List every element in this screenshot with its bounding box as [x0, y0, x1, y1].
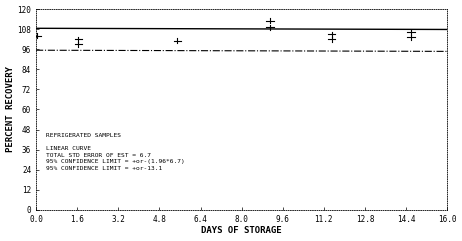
Y-axis label: PERCENT RECOVERY: PERCENT RECOVERY	[6, 67, 15, 152]
Text: REFRIGERATED SAMPLES

LINEAR CURVE
TOTAL STD ERROR OF EST = 6.7
95% CONFIDENCE L: REFRIGERATED SAMPLES LINEAR CURVE TOTAL …	[46, 133, 185, 171]
X-axis label: DAYS OF STORAGE: DAYS OF STORAGE	[201, 227, 282, 235]
